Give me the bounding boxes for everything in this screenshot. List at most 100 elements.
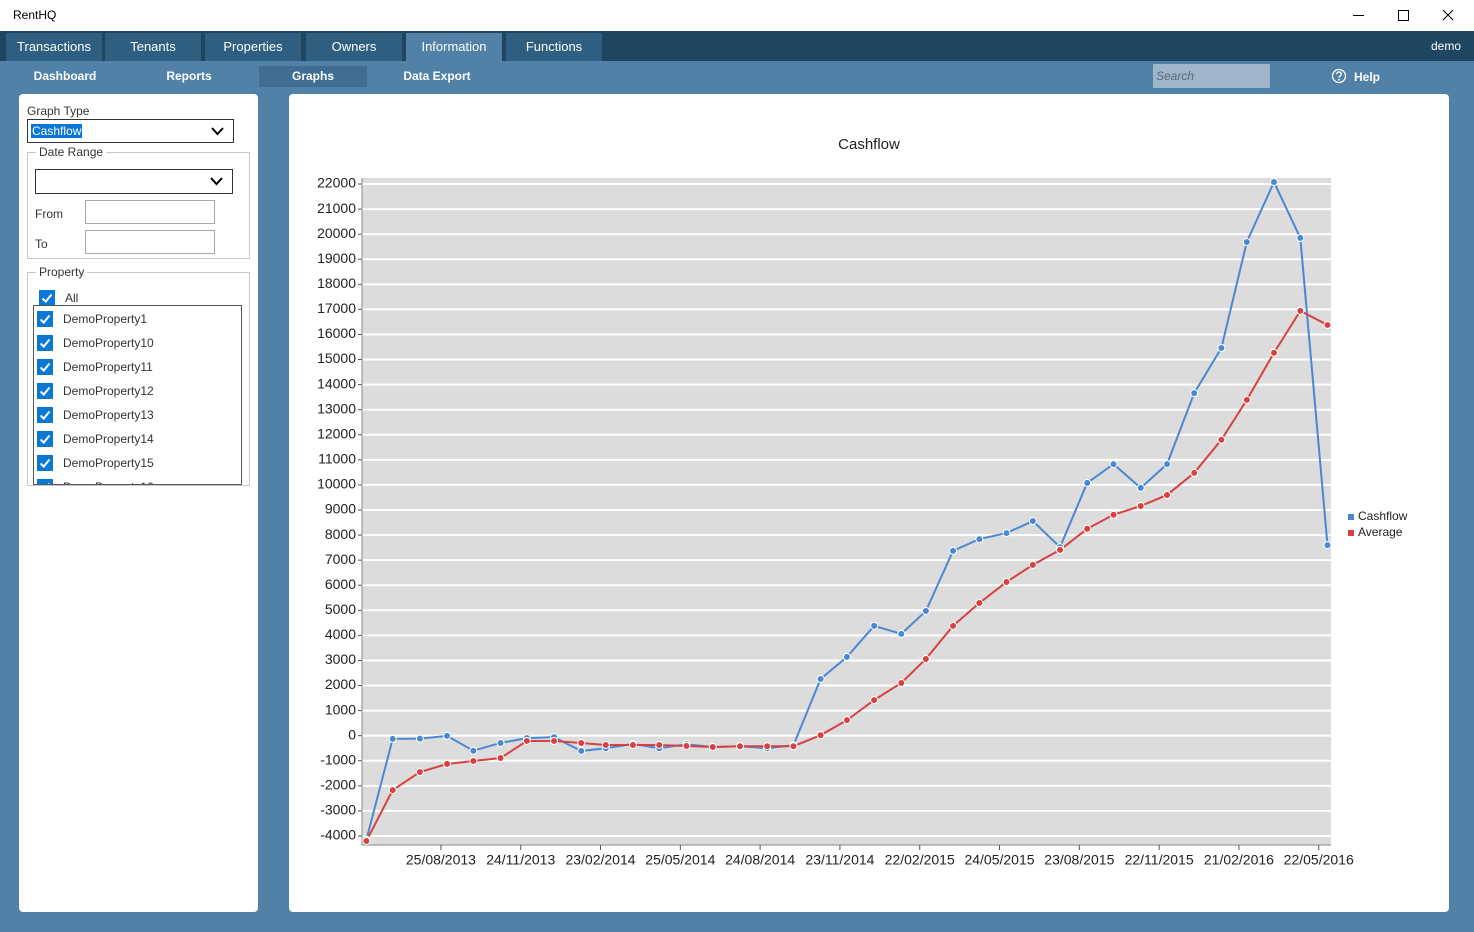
checkbox[interactable] (37, 383, 53, 399)
x-tick-label: 24/08/2014 (725, 852, 795, 868)
sub-nav-item[interactable]: Data Export (403, 69, 471, 83)
data-point (921, 607, 930, 616)
data-point (816, 731, 825, 740)
checkbox[interactable] (37, 455, 53, 471)
legend-label: Cashflow (1358, 509, 1408, 523)
data-point (1109, 460, 1118, 469)
data-point (1190, 468, 1199, 477)
nav-tab[interactable]: Functions (506, 33, 602, 61)
property-name: DemoProperty1 (63, 312, 148, 326)
x-tick-label: 24/05/2015 (964, 852, 1034, 868)
sub-nav-item[interactable]: Graphs (259, 66, 367, 87)
y-tick-label: 2000 (325, 676, 356, 692)
data-point (496, 738, 505, 747)
data-point (921, 654, 930, 663)
x-tick-label: 23/02/2014 (565, 852, 635, 868)
data-point (1136, 501, 1145, 510)
data-point (469, 746, 478, 755)
checkbox[interactable] (39, 290, 55, 306)
close[interactable] (1442, 9, 1454, 21)
data-point (763, 742, 772, 751)
to-input[interactable] (85, 230, 215, 254)
search-box[interactable]: Search (1153, 64, 1270, 88)
data-point (522, 736, 531, 745)
window-controls[interactable] (1340, 0, 1474, 31)
nav-tab[interactable]: Tenants (105, 33, 201, 61)
legend-swatch (1348, 530, 1354, 536)
data-point (362, 836, 371, 845)
y-tick-label: 0 (348, 726, 356, 742)
data-point (1163, 460, 1172, 469)
data-point (415, 768, 424, 777)
data-point (897, 679, 906, 688)
checkbox[interactable] (37, 479, 53, 485)
y-tick-label: 10000 (317, 476, 356, 492)
data-point (1028, 560, 1037, 569)
y-tick-label: 5000 (325, 601, 356, 617)
data-point (897, 629, 906, 638)
property-name: DemoProperty13 (63, 408, 154, 422)
sub-nav: Search Help Dashboard Reports Graphs Data E… (0, 61, 1474, 92)
property-list: DemoProperty1 DemoProperty10 DemoProperty1… (33, 305, 242, 485)
y-tick-label: -1000 (320, 751, 356, 767)
property-name: DemoProperty16 (63, 478, 154, 484)
data-point (1109, 510, 1118, 519)
data-point (469, 756, 478, 765)
property-name: DemoProperty15 (63, 456, 154, 470)
data-point (1242, 395, 1251, 404)
data-point (1002, 529, 1011, 538)
x-tick-label: 22/05/2016 (1284, 852, 1354, 868)
graph-type-combo[interactable]: Cashflow (27, 119, 234, 143)
y-tick-label: 18000 (317, 275, 356, 291)
checkbox[interactable] (37, 359, 53, 375)
date-range-group: Date Range From To (27, 145, 250, 259)
y-tick-label: 17000 (317, 300, 356, 316)
data-point (443, 760, 452, 769)
data-point (577, 746, 586, 755)
data-point (655, 740, 664, 749)
nav-tab[interactable]: Owners (306, 33, 402, 61)
user-name: demo (1430, 39, 1461, 53)
data-point (949, 621, 958, 630)
y-tick-label: 15000 (317, 350, 356, 366)
checkbox[interactable] (37, 407, 53, 423)
data-point (1028, 517, 1037, 526)
date-range-combo[interactable] (35, 169, 233, 194)
data-point (816, 675, 825, 684)
x-tick-label: 22/02/2015 (885, 852, 955, 868)
help-link[interactable]: Help (1354, 70, 1381, 84)
property-label: Property (36, 265, 88, 279)
y-tick-label: 3000 (325, 651, 356, 667)
sub-nav-item[interactable]: Dashboard (33, 69, 97, 83)
nav-tab[interactable]: Transactions (6, 33, 102, 61)
app-title: RentHQ (13, 8, 57, 22)
maximize[interactable] (1398, 10, 1409, 21)
data-point (870, 696, 879, 705)
y-tick-label: 8000 (325, 526, 356, 542)
checkbox[interactable] (37, 311, 53, 327)
data-point (1296, 233, 1305, 242)
checkbox[interactable] (37, 335, 53, 351)
data-point (789, 742, 798, 751)
data-point (842, 716, 851, 725)
nav-tab[interactable]: Information (406, 33, 502, 61)
y-tick-label: 7000 (325, 551, 356, 567)
chart-panel: Cashflow -4000 -3000 -2000 -1000 0 1000 2000 30… (289, 94, 1449, 912)
help-icon[interactable] (1331, 68, 1347, 84)
data-point (682, 741, 691, 750)
date-range-label: Date Range (36, 145, 107, 159)
data-point (1190, 389, 1199, 398)
data-point (577, 738, 586, 747)
filter-panel: Graph Type Cashflow Date Range From To P… (19, 94, 258, 912)
data-point (975, 535, 984, 544)
data-point (1270, 178, 1278, 187)
checkbox[interactable] (37, 431, 53, 447)
data-point (415, 734, 424, 743)
from-input[interactable] (85, 200, 215, 224)
all-label: All (65, 291, 79, 305)
chart: Cashflow -4000 -3000 -2000 -1000 0 1000 2000 30… (317, 136, 1408, 868)
y-tick-label: 14000 (317, 375, 356, 391)
data-point (388, 734, 397, 743)
sub-nav-item[interactable]: Reports (166, 69, 212, 83)
nav-tab[interactable]: Properties (205, 33, 301, 61)
